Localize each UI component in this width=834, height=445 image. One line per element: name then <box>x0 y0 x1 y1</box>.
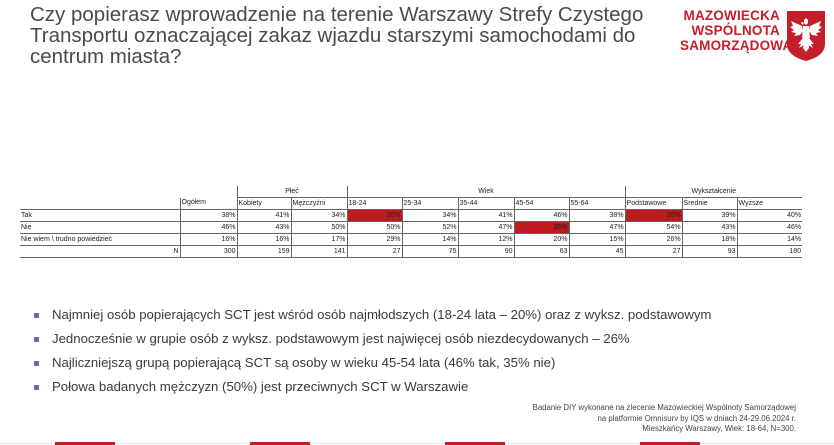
column-header: Podstawowe <box>624 197 683 210</box>
column-header: 45-54 <box>513 197 569 210</box>
column-header: 55-64 <box>568 197 626 210</box>
group-header-plec: Płeć <box>236 186 347 198</box>
table-row: Nie wiem \ trudno powiedzieć 16% 16% 17%… <box>20 233 803 246</box>
table-cell: 16% <box>179 233 237 246</box>
table-cell: 159 <box>236 245 291 258</box>
table-cell: 17% <box>290 233 347 246</box>
mws-logo: MAZOWIECKA WSPÓLNOTA SAMORZĄDOWA <box>680 8 830 68</box>
table-cell: 26% <box>624 233 683 246</box>
row-label: Tak <box>20 209 180 222</box>
table-cell: 12% <box>457 233 514 246</box>
table-cell: 34% <box>290 209 347 222</box>
logo-line-2: WSPÓLNOTA <box>691 23 780 38</box>
table-cell: 50% <box>290 221 347 234</box>
column-header: Wyższe <box>736 197 803 210</box>
table-cell: 180 <box>736 245 803 258</box>
bullet-icon <box>34 385 39 390</box>
table-cell: 45 <box>568 245 626 258</box>
table-row: Nie 46% 43% 50% 50% 52% 47% 35% 47% 54% … <box>20 221 803 234</box>
bullet-text: Połowa badanych mężczyzn (50%) jest prze… <box>52 379 469 394</box>
bullet-icon <box>34 313 39 318</box>
table-cell: 40% <box>736 209 803 222</box>
row-label: N <box>20 245 180 258</box>
table-cell: 27 <box>624 245 683 258</box>
table-cell: 15% <box>568 233 626 246</box>
table-cell: 43% <box>681 221 738 234</box>
bottom-decoration <box>0 442 834 445</box>
table-cell: 27 <box>346 245 402 258</box>
results-table: Płeć Wiek Wykształcenie Ogółem Kobiety M… <box>20 186 803 258</box>
table-cell-highlighted: 20% <box>346 209 402 222</box>
table-cell-highlighted: 35% <box>513 221 569 234</box>
table-cell: 75 <box>401 245 458 258</box>
table-cell: 43% <box>236 221 291 234</box>
group-header-wiek: Wiek <box>346 186 626 198</box>
group-header-wyksztalcenie: Wykształcenie <box>624 186 803 198</box>
table-cell: 46% <box>513 209 569 222</box>
slide-title: Czy popierasz wprowadzenie na terenie Wa… <box>30 3 644 68</box>
bullet-icon <box>34 337 39 342</box>
table-group-header-row: Płeć Wiek Wykształcenie <box>20 186 803 198</box>
table-cell: 46% <box>179 221 237 234</box>
row-label: Nie wiem \ trudno powiedzieć <box>20 233 180 246</box>
table-cell: 47% <box>568 221 626 234</box>
bullet-text: Jednocześnie w grupie osób z wyksz. pods… <box>52 331 630 346</box>
column-header: 35-44 <box>457 197 514 210</box>
table-cell: 47% <box>457 221 514 234</box>
table-cell: 16% <box>236 233 291 246</box>
table-cell: 39% <box>681 209 738 222</box>
table-row-n: N 300 159 141 27 75 90 63 45 27 93 180 <box>20 245 803 258</box>
bullet-icon <box>34 361 39 366</box>
column-header: Średnie <box>681 197 738 210</box>
column-header: 25-34 <box>401 197 458 210</box>
survey-footnote: Badanie DIY wykonane na zlecenie Mazowie… <box>533 403 796 435</box>
table-cell: 29% <box>346 233 402 246</box>
eagle-emblem-icon <box>787 11 825 61</box>
table-cell: 93 <box>681 245 738 258</box>
row-label: Nie <box>20 221 180 234</box>
table-cell: 141 <box>290 245 347 258</box>
logo-line-1: MAZOWIECKA <box>683 8 780 23</box>
column-header: Ogółem <box>179 197 237 210</box>
column-header: Kobiety <box>236 197 291 210</box>
list-item: Najliczniejszą grupą popierającą SCT są … <box>30 351 810 375</box>
table-cell: 50% <box>346 221 402 234</box>
table-cell-highlighted: 20% <box>624 209 683 222</box>
table-cell: 90 <box>457 245 514 258</box>
table-cell: 54% <box>624 221 683 234</box>
table-cell: 20% <box>513 233 569 246</box>
footnote-line-3: Mieszkańcy Warszawy, Wiek: 18-64, N=300. <box>642 424 796 433</box>
table-cell: 300 <box>179 245 237 258</box>
key-findings-list: Najmniej osób popierających SCT jest wśr… <box>30 303 810 399</box>
bullet-text: Najliczniejszą grupą popierającą SCT są … <box>52 355 556 370</box>
footnote-line-1: Badanie DIY wykonane na zlecenie Mazowie… <box>532 403 796 412</box>
bullet-text: Najmniej osób popierających SCT jest wśr… <box>52 307 712 322</box>
logo-text: MAZOWIECKA WSPÓLNOTA SAMORZĄDOWA <box>680 8 793 53</box>
table-cell: 14% <box>736 233 803 246</box>
list-item: Połowa badanych mężczyzn (50%) jest prze… <box>30 375 810 399</box>
table-cell: 63 <box>513 245 569 258</box>
table-row: Tak 38% 41% 34% 20% 34% 41% 46% 38% 20% … <box>20 209 803 222</box>
logo-line-3: SAMORZĄDOWA <box>680 38 793 53</box>
list-item: Jednocześnie w grupie osób z wyksz. pods… <box>30 327 810 351</box>
table-column-header-row: Ogółem Kobiety Mężczyźni 18-24 25-34 35-… <box>20 197 803 210</box>
column-header: Mężczyźni <box>290 197 347 210</box>
table-cell: 38% <box>568 209 626 222</box>
table-cell: 34% <box>401 209 458 222</box>
table-cell: 41% <box>457 209 514 222</box>
table-cell: 46% <box>736 221 803 234</box>
footnote-line-2: na platformie Omnisurv by IQS w dniach 2… <box>597 413 797 423</box>
table-cell: 41% <box>236 209 291 222</box>
table-cell: 14% <box>401 233 458 246</box>
column-header: 18-24 <box>346 197 402 210</box>
list-item: Najmniej osób popierających SCT jest wśr… <box>30 303 810 327</box>
table-cell: 18% <box>681 233 738 246</box>
table-cell: 52% <box>401 221 458 234</box>
table-cell: 38% <box>179 209 237 222</box>
